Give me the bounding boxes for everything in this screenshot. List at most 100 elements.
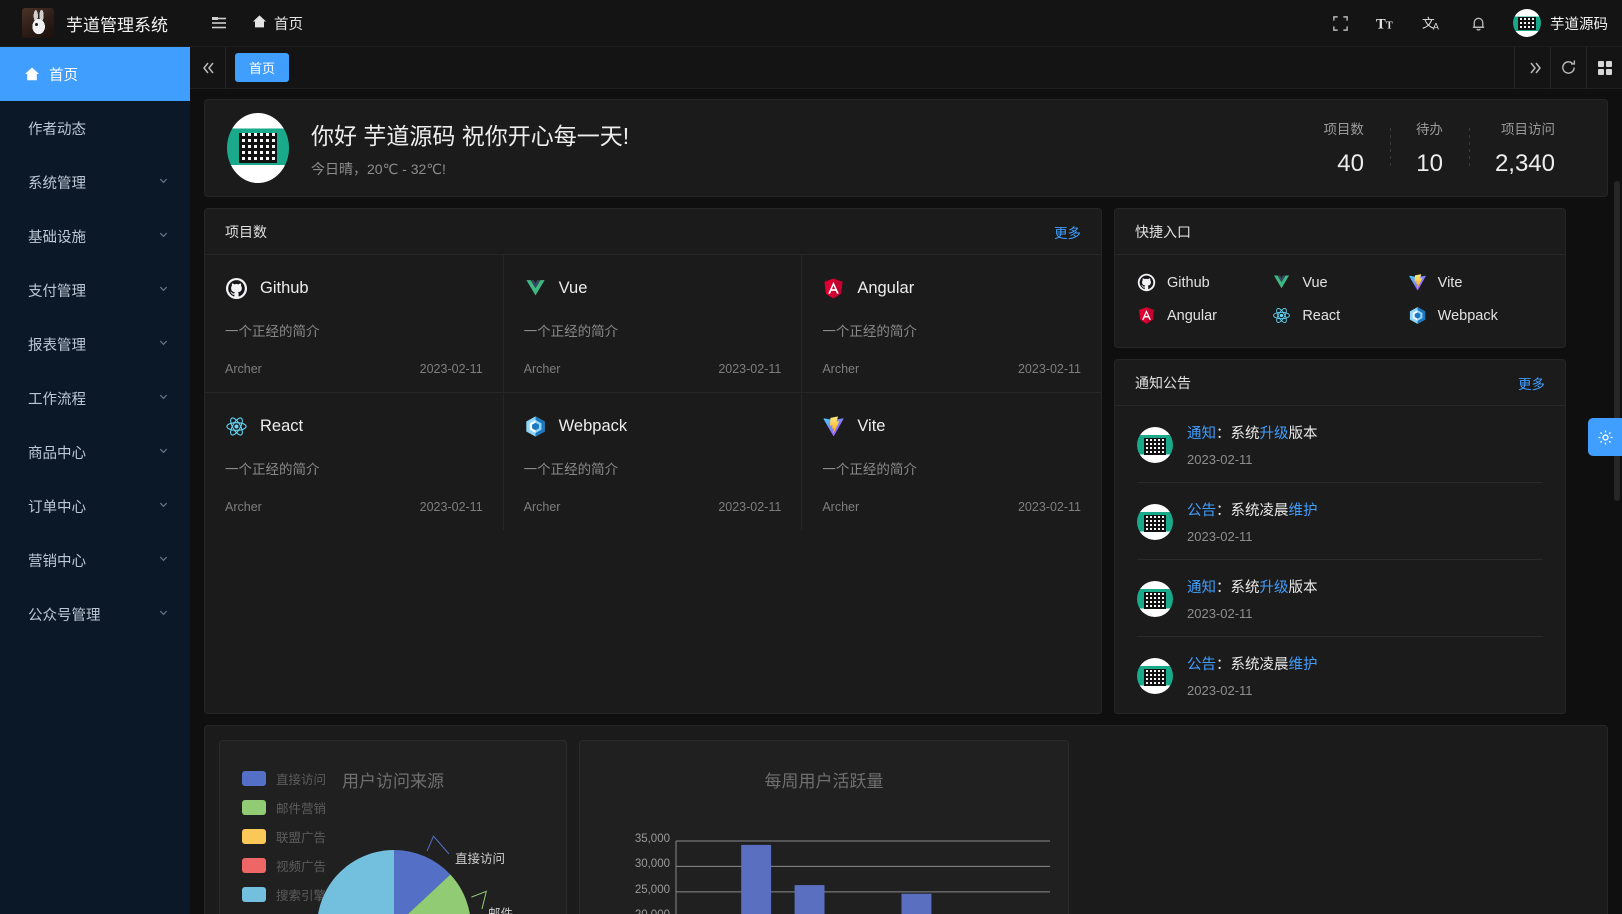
project-card[interactable]: React 一个正经的简介 Archer 2023-02-11 [205, 393, 504, 530]
notice-item[interactable]: 公告：系统凌晨维护 2023-02-11 [1137, 637, 1543, 713]
notice-list: 通知：系统升级版本 2023-02-11 公告：系统凌晨维护 2023-02-11 通知… [1115, 406, 1565, 713]
quick-entry-header: 快捷入口 [1115, 209, 1565, 255]
webpack-icon [1408, 306, 1427, 325]
grid-layout-icon[interactable] [1586, 46, 1622, 89]
bell-icon[interactable] [1457, 0, 1499, 47]
tab-home[interactable]: 首页 [235, 53, 290, 82]
breadcrumb-item-home[interactable]: 首页 [274, 16, 303, 33]
fullscreen-icon[interactable] [1319, 0, 1361, 47]
pie-legend-item[interactable]: 搜索引擎 [242, 885, 326, 904]
notice-item[interactable]: 通知：系统升级版本 2023-02-11 [1137, 406, 1543, 483]
sidebar-item-0[interactable]: 首页 [0, 47, 190, 101]
right-column: 快捷入口 Github Vue Vite Angular React Webpack 通知… [1114, 208, 1566, 714]
pie-legend-item[interactable]: 直接访问 [242, 769, 326, 788]
stat-item-1: 待办 10 [1389, 118, 1469, 178]
sidebar-item-2[interactable]: 系统管理 [0, 155, 190, 209]
quick-entry-item[interactable]: React [1272, 306, 1407, 325]
project-date: 2023-02-11 [419, 500, 483, 514]
legend-swatch [242, 771, 266, 786]
pie-slice[interactable] [394, 874, 471, 914]
legend-label: 直接访问 [276, 773, 327, 787]
app-title: 芋道管理系统 [66, 15, 168, 35]
projects-more-link[interactable]: 更多 [1054, 225, 1081, 241]
chevron-down-icon [157, 444, 170, 461]
notice-item[interactable]: 公告：系统凌晨维护 2023-02-11 [1137, 483, 1543, 560]
notice-date: 2023-02-11 [1187, 606, 1253, 621]
pie-slice[interactable] [394, 850, 451, 914]
sidebar-item-10[interactable]: 公众号管理 [0, 587, 190, 641]
font-size-icon[interactable]: T T [1365, 0, 1407, 47]
menu-collapse-icon[interactable] [198, 0, 240, 47]
qrcode-avatar [1137, 657, 1173, 694]
project-card[interactable]: Webpack 一个正经的简介 Archer 2023-02-11 [504, 393, 803, 530]
pie-legend-item[interactable]: 邮件营销 [242, 798, 326, 817]
sidebar-item-1[interactable]: 作者动态 [0, 101, 190, 155]
legend-label: 视频广告 [276, 860, 327, 874]
quick-entry-label: Vue [1302, 274, 1328, 291]
sidebar-item-5[interactable]: 报表管理 [0, 317, 190, 371]
quick-entry-item[interactable]: Github [1137, 273, 1272, 292]
tab-bar: 首页 [190, 46, 1622, 89]
sidebar-item-7[interactable]: 商品中心 [0, 425, 190, 479]
double-chevron-left-icon[interactable] [190, 46, 226, 89]
project-description: 一个正经的简介 [822, 324, 917, 339]
sidebar-item-8[interactable]: 订单中心 [0, 479, 190, 533]
quick-entry-grid: Github Vue Vite Angular React Webpack [1115, 255, 1565, 347]
quick-entry-item[interactable]: Vue [1272, 273, 1407, 292]
bar-chart-card: 每周用户活跃量 05,00010,00015,00020,00025,00030… [579, 740, 1069, 914]
webpack-icon [524, 415, 547, 438]
project-card[interactable]: Angular 一个正经的简介 Archer 2023-02-11 [802, 255, 1101, 393]
pie-legend-item[interactable]: 视频广告 [242, 856, 326, 875]
project-date: 2023-02-11 [419, 362, 483, 376]
refresh-icon[interactable] [1550, 46, 1586, 89]
app-header: 芋道管理系统 首页 T T [0, 0, 1622, 47]
project-date: 2023-02-11 [1017, 362, 1081, 376]
quick-entry-item[interactable]: Angular [1137, 306, 1272, 325]
quick-entry-item[interactable]: Vite [1408, 273, 1543, 292]
content-row-projects: 项目数 更多 Github 一个正经的简介 Archer 2023-02-11 Vue 一… [204, 208, 1608, 714]
notice-date: 2023-02-11 [1187, 529, 1253, 544]
project-date: 2023-02-11 [718, 362, 782, 376]
project-card-header: Vue [524, 277, 782, 300]
project-card[interactable]: Vite 一个正经的简介 Archer 2023-02-11 [802, 393, 1101, 530]
quick-entry-title: 快捷入口 [1135, 223, 1191, 240]
angular-icon [1137, 306, 1156, 325]
bar-rect[interactable] [901, 893, 932, 914]
translate-icon[interactable]: 文 A [1411, 0, 1453, 47]
quick-entry-item[interactable]: Webpack [1408, 306, 1543, 325]
notices-header: 通知公告 更多 [1115, 360, 1565, 406]
logo-block[interactable]: 芋道管理系统 [0, 0, 190, 47]
project-card[interactable]: Vue 一个正经的简介 Archer 2023-02-11 [503, 255, 803, 393]
main-scrollbar[interactable] [1614, 181, 1620, 501]
notice-body: 通知：系统升级版本 2023-02-11 [1187, 422, 1318, 467]
project-meta: Archer 2023-02-11 [225, 500, 483, 514]
bar-rect[interactable] [741, 844, 772, 914]
bar-rect[interactable] [794, 885, 825, 914]
notices-more-link[interactable]: 更多 [1518, 376, 1545, 392]
qrcode-avatar [1137, 426, 1173, 463]
sidebar-item-9[interactable]: 营销中心 [0, 533, 190, 587]
vite-icon [822, 415, 845, 438]
header-left-tools: 首页 [198, 0, 303, 47]
projects-panel-title: 项目数 [225, 223, 267, 240]
sidebar-item-label: 营销中心 [28, 553, 86, 570]
gear-icon[interactable] [1588, 418, 1622, 456]
stat-value: 2,340 [1494, 150, 1555, 177]
pie-slice[interactable] [317, 850, 441, 914]
sidebar: 首页 作者动态系统管理基础设施 支付管理 报表管理 工作流程 商品中心 订单中心营销中心公众… [0, 47, 190, 914]
pie-legend-item[interactable]: 联盟广告 [242, 827, 326, 846]
stat-label: 项目数 [1323, 122, 1364, 137]
react-icon [225, 415, 248, 438]
sidebar-item-4[interactable]: 支付管理 [0, 263, 190, 317]
project-card[interactable]: Github 一个正经的简介 Archer 2023-02-11 [205, 255, 504, 393]
double-chevron-right-icon[interactable] [1514, 46, 1550, 89]
user-chip[interactable]: 芋道源码 [1513, 9, 1608, 37]
project-date: 2023-02-11 [1017, 500, 1081, 514]
sidebar-item-label: 系统管理 [28, 175, 86, 192]
sidebar-item-3[interactable]: 基础设施 [0, 209, 190, 263]
project-author: Archer [523, 500, 561, 514]
pie-chart-title: 用户访问来源 [342, 772, 444, 791]
sidebar-item-6[interactable]: 工作流程 [0, 371, 190, 425]
notice-item[interactable]: 通知：系统升级版本 2023-02-11 [1137, 560, 1543, 637]
